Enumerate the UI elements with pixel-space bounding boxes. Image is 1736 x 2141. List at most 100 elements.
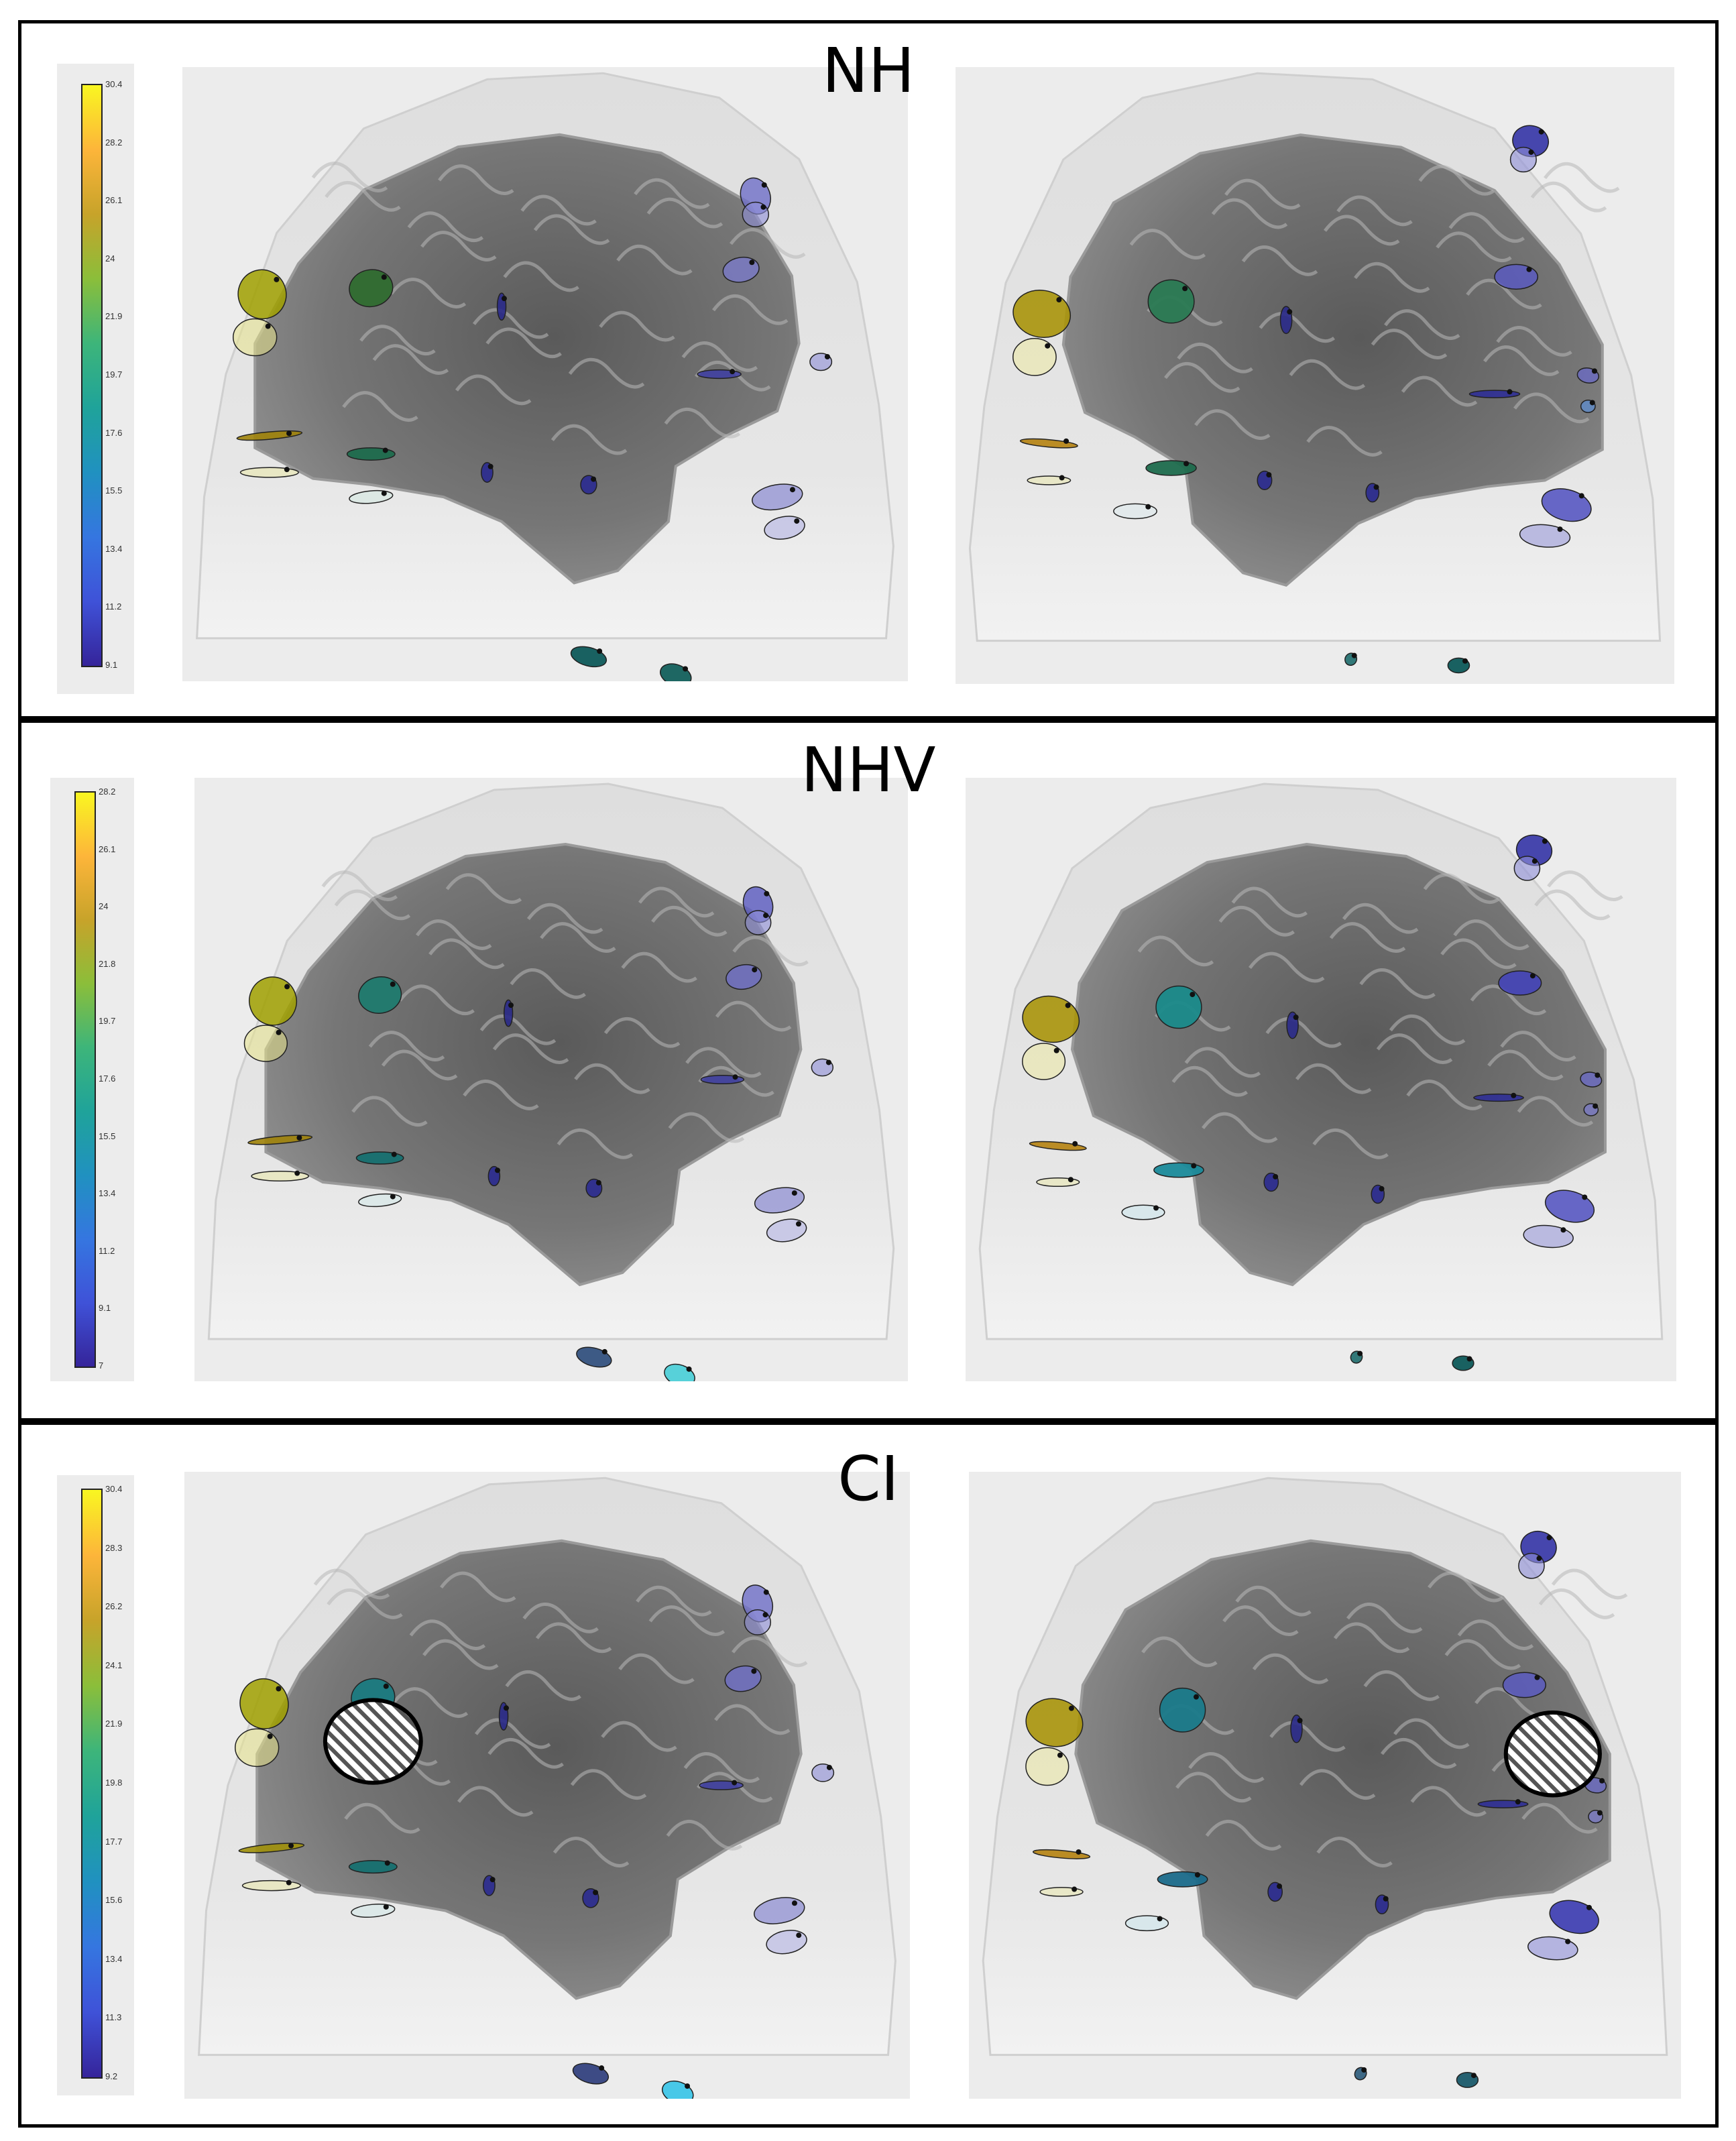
optode-dot	[1076, 1849, 1082, 1855]
colorbar-tick-label: 15.5	[105, 485, 123, 496]
source-ellipse	[1549, 1900, 1599, 1934]
gyrus-line	[634, 178, 710, 209]
optode-dot	[791, 1900, 797, 1906]
optode-dot	[487, 463, 494, 469]
optode-dot	[1597, 1810, 1603, 1816]
source-ellipse	[1155, 985, 1202, 1029]
colorbar-tick-label: 17.6	[105, 427, 123, 438]
source-ellipse	[236, 430, 303, 441]
optode-dot	[761, 182, 767, 188]
optode-dot	[1529, 973, 1536, 979]
optode-dot	[1266, 472, 1272, 478]
optode-dot	[752, 967, 758, 973]
optode-dot	[1546, 1535, 1552, 1541]
gyrus-line	[1440, 938, 1517, 970]
optode-dot	[593, 1890, 599, 1896]
colorbar: 30.4 28.2 26.1 24 21.9 19.7 17.6 15.5 13.4 11.2 9.…	[57, 64, 134, 694]
optode-dot	[1190, 992, 1196, 998]
source-ellipse	[570, 646, 607, 668]
gyrus-line	[1235, 1585, 1312, 1617]
gyrus-line	[415, 919, 492, 950]
source-ellipse	[1350, 1350, 1363, 1364]
gyrus-line	[1521, 1802, 1598, 1834]
optode-dot	[390, 981, 396, 987]
colorbar-tick-label: 11.3	[105, 2012, 122, 2023]
colorbar-tick-label: 21.9	[105, 1719, 123, 1729]
optode-dot	[791, 1190, 797, 1196]
gyrus-line	[683, 1752, 760, 1783]
source-ellipse	[239, 1678, 289, 1729]
gyrus-line	[601, 1721, 677, 1752]
gyrus-line	[648, 1605, 726, 1636]
gyrus-line	[1393, 1718, 1470, 1749]
gyrus-line	[1259, 312, 1336, 343]
brain-view-right	[969, 1472, 1681, 2099]
brain-render	[978, 783, 1664, 1371]
source-ellipse	[1025, 1747, 1069, 1786]
source-ellipse	[249, 976, 298, 1026]
brain-render	[196, 72, 894, 681]
gyrus-line	[1141, 1636, 1218, 1668]
gyrus-line	[479, 1014, 557, 1045]
gyrus-line	[440, 1571, 516, 1603]
colorbar-tick-label: 7	[99, 1361, 104, 1371]
optode-dot	[1065, 1002, 1071, 1008]
source-ellipse	[232, 318, 278, 357]
optode-dot	[382, 447, 388, 453]
brain-render	[982, 1477, 1668, 2088]
optode-dot	[1592, 368, 1598, 374]
colorbar-tick-label: 28.3	[105, 1542, 123, 1553]
gyrus-line	[1401, 375, 1478, 407]
optode-dot	[764, 890, 770, 896]
gyrus-line	[407, 211, 484, 243]
implant-hatched-region	[323, 1698, 423, 1785]
gyrus-line	[715, 1000, 792, 1032]
optode-dot	[276, 1686, 282, 1692]
gyrus-line	[492, 1033, 569, 1064]
brain-surface	[255, 1539, 803, 2000]
gyrus-line	[1418, 164, 1495, 196]
colorbar: 30.4 28.3 26.2 24.1 21.9 19.8 17.7 15.6 13.4 11.3…	[57, 1475, 134, 2095]
optode-dot	[1287, 309, 1293, 315]
optode-dot	[294, 1170, 300, 1176]
optode-dot	[284, 984, 290, 990]
source-ellipse	[1519, 524, 1571, 548]
optode-dot	[1599, 1778, 1605, 1784]
source-ellipse	[349, 269, 394, 308]
source-ellipse	[1012, 290, 1072, 338]
optode-dot	[1351, 652, 1357, 658]
brain-view-right	[966, 778, 1676, 1381]
gyrus-line	[372, 344, 449, 375]
gyrus-line	[1500, 1031, 1576, 1061]
source-ellipse	[752, 483, 803, 511]
optode-dot	[1595, 1072, 1601, 1078]
colorbar-tick-label: 9.2	[105, 2071, 118, 2081]
brain-surface	[264, 842, 803, 1287]
gyrus-line	[409, 1619, 486, 1650]
source-ellipse	[1354, 2067, 1367, 2081]
optode-dot	[599, 2065, 605, 2071]
gyrus-line	[463, 1080, 539, 1110]
gyrus-line	[1547, 870, 1623, 901]
optode-dot	[265, 323, 271, 329]
gyrus-line	[712, 294, 789, 325]
colorbar-gradient	[74, 791, 96, 1368]
gyrus-line	[664, 407, 741, 439]
brain-view-left	[182, 67, 908, 681]
optode-dot	[601, 1348, 607, 1354]
colorbar-tick-label: 17.7	[105, 1836, 123, 1847]
gyrus-line	[1448, 212, 1525, 243]
colorbar-tick-label: 21.8	[99, 958, 116, 969]
gyrus-line	[1184, 1047, 1261, 1078]
gyrus-line	[445, 873, 522, 904]
optode-dot	[732, 1074, 738, 1080]
gyrus-line	[1269, 1721, 1346, 1752]
colorbar: 28.2 26.1 24 21.8 19.7 17.6 15.5 13.4 11.2 9.1 7	[50, 778, 134, 1381]
colorbar-tick-label: 9.1	[99, 1303, 111, 1314]
source-ellipse	[1032, 1849, 1091, 1859]
source-ellipse	[1523, 1224, 1574, 1249]
gyrus-line	[1295, 1063, 1372, 1094]
gyrus-line	[472, 308, 549, 339]
optode-dot	[826, 1764, 832, 1770]
gyrus-line	[390, 278, 467, 308]
